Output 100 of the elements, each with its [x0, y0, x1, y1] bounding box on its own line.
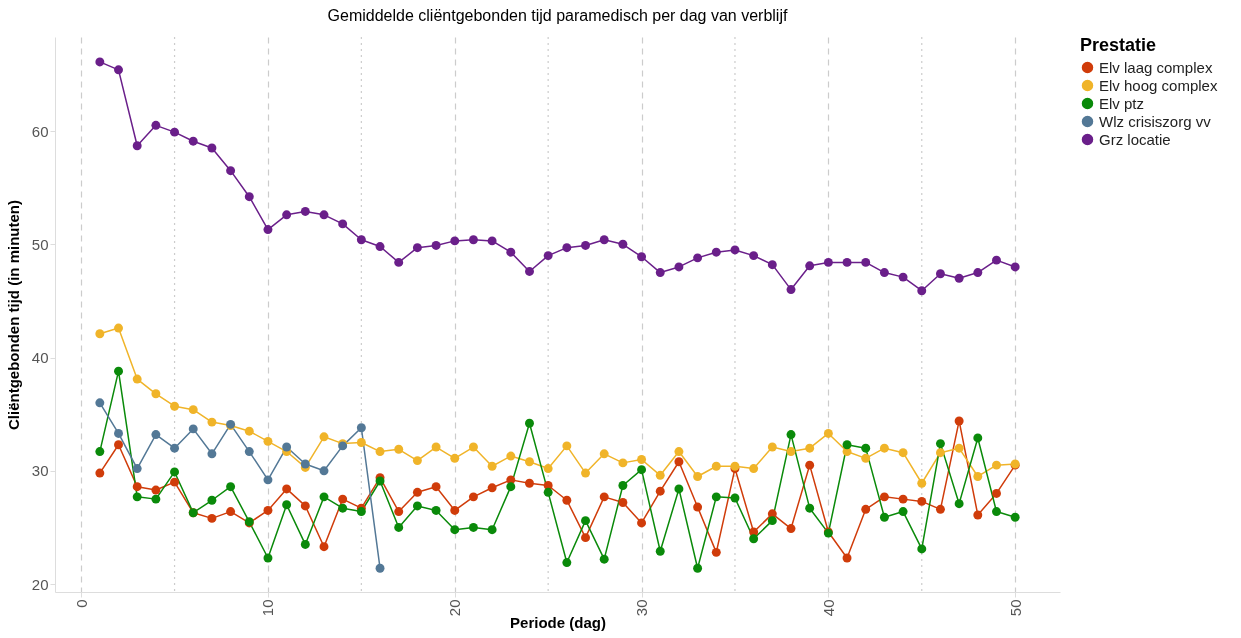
point: [562, 558, 572, 568]
point: [506, 247, 516, 257]
point: [226, 482, 236, 492]
point: [487, 483, 497, 493]
point: [114, 65, 123, 75]
point: [786, 285, 796, 295]
point: [525, 478, 534, 488]
point: [207, 513, 217, 523]
legend-label: Grz locatie: [1099, 130, 1171, 148]
point: [151, 389, 161, 399]
point: [506, 451, 516, 461]
point: [879, 492, 889, 502]
point: [581, 533, 590, 543]
point: [412, 501, 422, 511]
x-tick-label: 10: [259, 599, 277, 617]
point: [525, 418, 534, 428]
point: [992, 255, 1001, 265]
x-axis-title: Periode (dag): [510, 614, 606, 632]
point: [935, 504, 945, 514]
point: [525, 457, 534, 467]
point: [226, 166, 236, 176]
point: [207, 449, 217, 459]
point: [487, 236, 497, 246]
point: [618, 498, 628, 507]
point: [655, 486, 665, 496]
point: [543, 487, 553, 497]
point: [935, 269, 945, 279]
point: [450, 453, 460, 463]
point: [618, 458, 628, 468]
point: [300, 539, 310, 549]
point: [749, 464, 759, 473]
point: [693, 502, 703, 512]
point: [973, 472, 983, 481]
point: [861, 257, 871, 267]
point: [581, 516, 590, 526]
point: [188, 405, 198, 415]
point: [95, 57, 105, 67]
point: [618, 481, 628, 490]
point: [823, 428, 833, 438]
point: [375, 447, 385, 457]
point: [805, 443, 815, 453]
point: [730, 493, 740, 503]
legend-title: Prestatie: [1080, 35, 1157, 55]
point: [543, 464, 553, 473]
point: [599, 449, 609, 459]
point: [879, 268, 889, 278]
point: [1010, 512, 1020, 522]
point: [263, 475, 273, 485]
point: [319, 210, 329, 220]
point: [711, 547, 721, 557]
y-tick-label: 60: [31, 122, 49, 140]
point: [842, 440, 852, 450]
point: [170, 401, 180, 411]
point: [655, 546, 665, 556]
point: [319, 542, 329, 552]
point: [543, 251, 553, 261]
point: [562, 441, 572, 451]
point: [898, 507, 908, 517]
point: [805, 503, 815, 513]
point: [412, 456, 422, 466]
point: [805, 261, 815, 271]
point: [842, 553, 852, 563]
point: [114, 366, 123, 376]
point: [282, 442, 292, 452]
point: [114, 323, 123, 333]
point: [618, 239, 628, 249]
point: [749, 251, 759, 261]
point: [282, 500, 292, 510]
point: [132, 482, 142, 492]
point: [730, 245, 740, 255]
point: [767, 442, 777, 452]
point: [655, 470, 665, 480]
point: [917, 496, 927, 506]
point: [693, 253, 703, 263]
point: [263, 225, 273, 235]
point: [468, 492, 478, 502]
point: [992, 489, 1001, 498]
point: [898, 448, 908, 458]
point: [338, 219, 348, 229]
point: [992, 460, 1001, 470]
point: [954, 443, 964, 453]
point: [506, 482, 516, 492]
y-tick-label: 20: [31, 575, 49, 593]
point: [151, 494, 161, 504]
point: [431, 482, 441, 492]
x-tick-label: 50: [1006, 599, 1024, 617]
y-tick-label: 50: [31, 235, 49, 253]
point: [95, 398, 105, 408]
point: [805, 460, 815, 470]
point: [487, 525, 497, 535]
point: [693, 563, 703, 573]
point: [412, 487, 422, 497]
point: [973, 433, 983, 443]
point: [637, 465, 647, 475]
point: [375, 242, 385, 251]
point: [394, 522, 404, 532]
point: [394, 444, 404, 454]
point: [581, 240, 590, 250]
point: [973, 268, 983, 278]
x-tick-label: 0: [72, 599, 90, 608]
